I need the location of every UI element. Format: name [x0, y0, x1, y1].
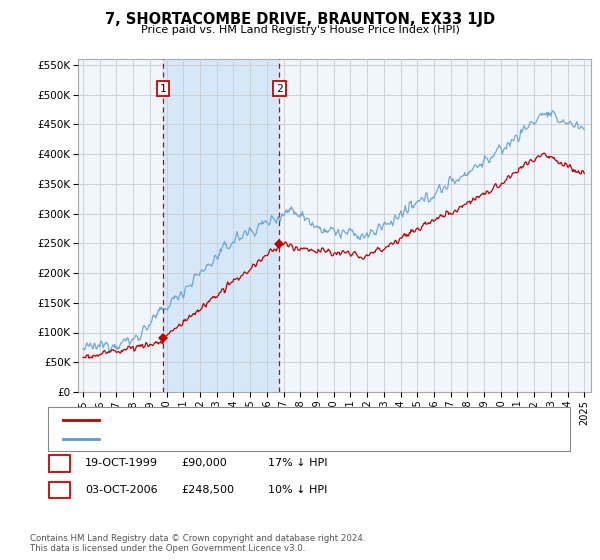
Text: HPI: Average price, detached house, North Devon: HPI: Average price, detached house, Nort… — [108, 433, 355, 444]
Text: 7, SHORTACOMBE DRIVE, BRAUNTON, EX33 1JD: 7, SHORTACOMBE DRIVE, BRAUNTON, EX33 1JD — [105, 12, 495, 27]
Text: 1: 1 — [56, 458, 63, 468]
Text: £248,500: £248,500 — [181, 485, 234, 495]
Text: 2: 2 — [56, 485, 63, 495]
Bar — [163, 59, 280, 392]
Text: 19-OCT-1999: 19-OCT-1999 — [85, 458, 158, 468]
Text: 7, SHORTACOMBE DRIVE, BRAUNTON, EX33 1JD (detached house): 7, SHORTACOMBE DRIVE, BRAUNTON, EX33 1JD… — [108, 415, 436, 425]
Text: 03-OCT-2006: 03-OCT-2006 — [85, 485, 158, 495]
Text: 17% ↓ HPI: 17% ↓ HPI — [268, 458, 328, 468]
Text: 1: 1 — [160, 83, 167, 94]
Text: £90,000: £90,000 — [181, 458, 227, 468]
Text: 2: 2 — [276, 83, 283, 94]
Text: Contains HM Land Registry data © Crown copyright and database right 2024.
This d: Contains HM Land Registry data © Crown c… — [30, 534, 365, 553]
Text: Price paid vs. HM Land Registry's House Price Index (HPI): Price paid vs. HM Land Registry's House … — [140, 25, 460, 35]
Text: 10% ↓ HPI: 10% ↓ HPI — [268, 485, 328, 495]
